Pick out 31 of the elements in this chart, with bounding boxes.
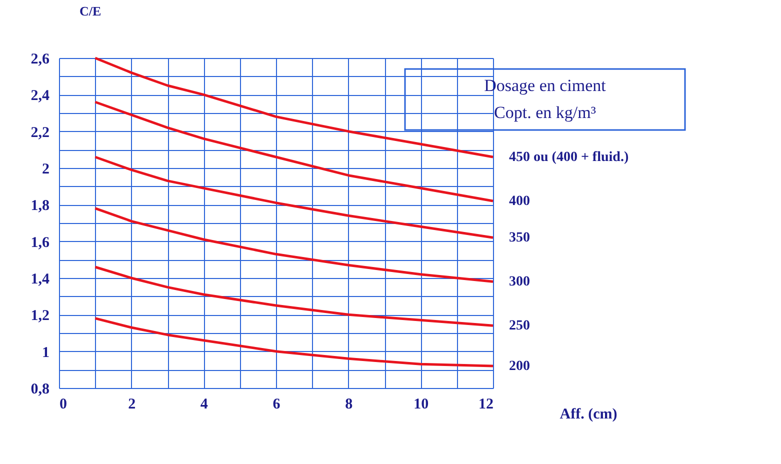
y-tick-label: 2,6 [30,52,50,68]
line-series [94,266,494,327]
x-tick-label: 0 [60,396,67,412]
series-label: 300 [509,274,530,290]
line-series [94,100,494,202]
x-tick-label: 6 [272,396,281,412]
y-tick-label: 1,6 [30,234,50,251]
y-tick-label: 2,4 [30,88,50,104]
line-series [94,317,494,368]
x-tick-label: 12 [478,396,494,412]
x-tick-label: 4 [200,396,208,412]
series-label: 450 ou (400 + fluid.) [509,150,629,165]
y-tick-label: 1,4 [30,272,50,288]
series-label: 350 [509,230,530,246]
series-label: 400 [509,194,530,209]
y-tick-label: 1,2 [30,308,50,324]
series-label: 250 [509,318,530,334]
x-tick-label: 2 [128,396,136,412]
y-tick-label: 2 [42,162,50,178]
line-series [94,156,494,239]
y-tick-label: 1,8 [30,198,50,214]
x-tick-label: 8 [345,396,353,412]
y-tick-label: 2,2 [30,124,50,141]
x-tick-label: 10 [414,396,429,412]
y-tick-label: 0,8 [30,382,50,398]
x-axis-title: Aff. (cm) [560,406,618,422]
y-axis-title: C/E [80,4,102,18]
series-label: 200 [509,359,530,374]
y-tick-label: 1 [42,344,50,361]
text: Copt. en kg/m³ [494,103,596,122]
line-series [94,207,494,283]
